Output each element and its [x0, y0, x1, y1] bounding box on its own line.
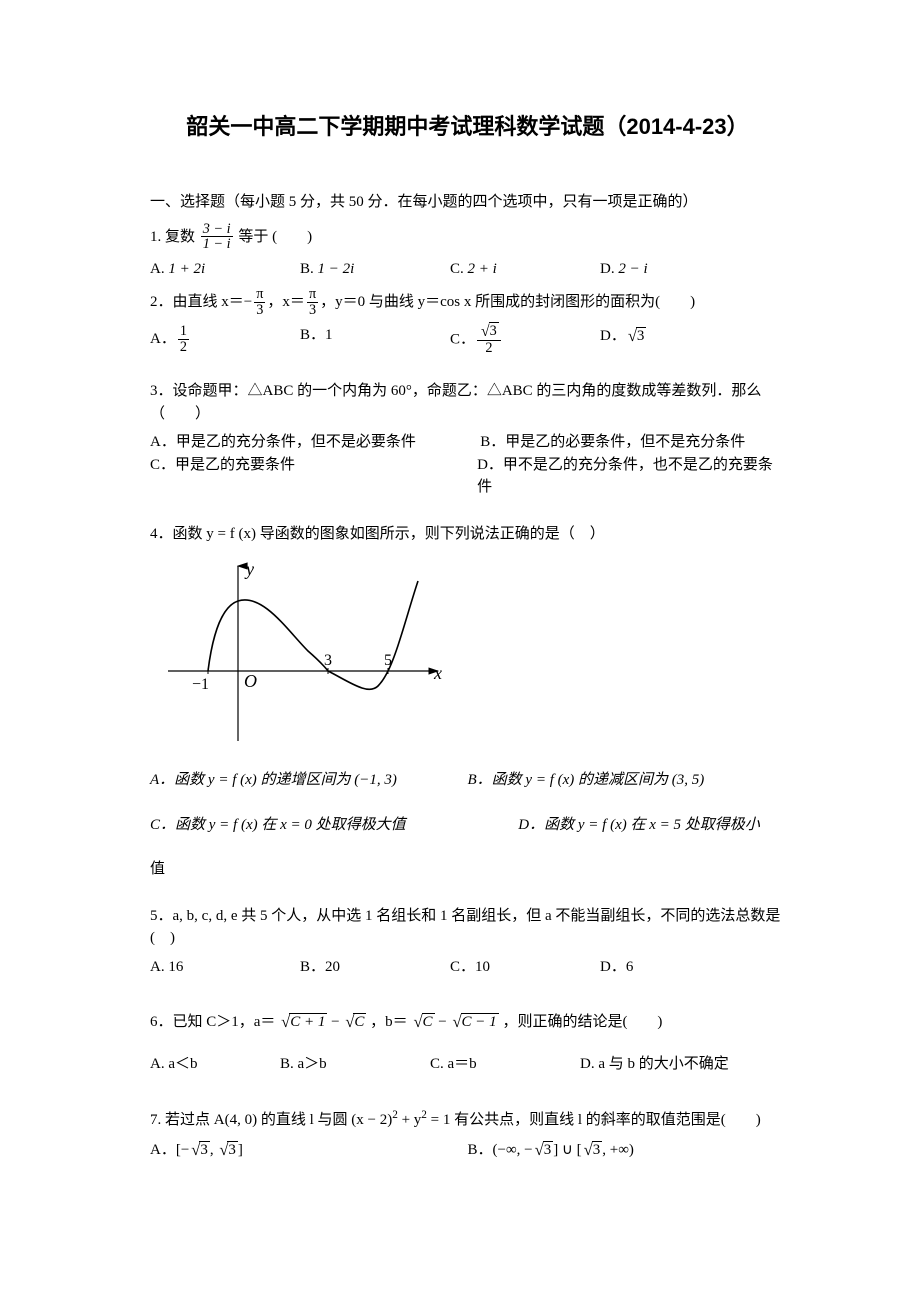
- q1-after: 等于 ( ): [238, 228, 312, 244]
- q1-opt-a: A. 1 + 2i: [150, 258, 300, 281]
- q7-Apost: ]: [238, 1142, 243, 1158]
- q1-fraction: 3 − i 1 − i: [201, 222, 233, 253]
- q6-r1: √C + 1: [279, 1010, 327, 1035]
- page-title: 韶关一中高二下学期期中考试理科数学试题（2014-4-23）: [150, 110, 785, 143]
- q3-opt-d: D．甲不是乙的充分条件，也不是乙的充要条件: [477, 454, 785, 499]
- q6-opt-c: C. a＝b: [430, 1053, 580, 1076]
- q6-r4v: C − 1: [461, 1013, 499, 1030]
- q3-opt-c: C．甲是乙的充要条件: [150, 454, 477, 499]
- q7-Bpost: , +∞): [602, 1142, 634, 1158]
- q2-b: ，x＝: [267, 294, 305, 310]
- q2-pi1: π: [254, 287, 265, 303]
- q4-opt-b: B．函数 y = f (x) 的递减区间为 (3, 5): [468, 769, 786, 792]
- q7-Ain2: 3: [227, 1141, 238, 1158]
- q2-frac2: π3: [307, 287, 318, 318]
- q1-C: 2 + i: [468, 261, 497, 277]
- q7-c: = 1 有公共点，则直线 l 的斜率的取值范围是( ): [427, 1112, 761, 1128]
- q4-opt-c: C．函数 y = f (x) 在 x = 0 处取得极大值: [150, 814, 518, 837]
- q6-r1v: C + 1: [289, 1013, 327, 1030]
- q5-opt-a: A. 16: [150, 956, 300, 979]
- q1-label: 1. 复数: [150, 228, 195, 244]
- q2-frac1: π3: [254, 287, 265, 318]
- q6-a: 6．已知 C＞1，a＝: [150, 1014, 275, 1030]
- q5-opt-d: D．6: [600, 956, 750, 979]
- question-1: 1. 复数 3 − i 1 − i 等于 ( ) A. 1 + 2i B. 1 …: [150, 222, 785, 281]
- svg-text:y: y: [244, 559, 254, 579]
- svg-text:5: 5: [384, 652, 392, 669]
- q1-opt-b: B. 1 − 2i: [300, 258, 450, 281]
- q6-opt-d: D. a 与 b 的大小不确定: [580, 1053, 730, 1076]
- q2-Cd: 2: [477, 341, 501, 356]
- question-6: 6．已知 C＞1，a＝ √C + 1 − √C ，b＝ √C − √C − 1 …: [150, 1010, 785, 1075]
- q7-Ain1: 3: [199, 1141, 210, 1158]
- q4-opt-a: A．函数 y = f (x) 的递增区间为 (−1, 3): [150, 769, 468, 792]
- q6-mid: ，b＝: [370, 1014, 408, 1030]
- q1-D: 2 − i: [618, 261, 647, 277]
- q6-r3: √C: [411, 1010, 434, 1035]
- q2-opt-d: D．√3: [600, 324, 750, 356]
- q7-a: 7. 若过点 A(4, 0) 的直线 l 与圆 (x − 2): [150, 1112, 392, 1128]
- q4-D: D．函数 y = f (x) 在 x = 5 处取得极小: [518, 817, 759, 833]
- q6-r2: √C: [343, 1010, 366, 1035]
- q7-opt-b: B．(−∞, −√3] ∪ [√3, +∞): [468, 1138, 786, 1163]
- q2-opt-c: C．√32: [450, 324, 600, 356]
- q4-stem: 4．函数 y = f (x) 导函数的图象如图所示，则下列说法正确的是（ ）: [150, 523, 785, 546]
- q1-A: 1 + 2i: [168, 261, 205, 277]
- q4-A: A．函数 y = f (x) 的递增区间为 (−1, 3): [150, 772, 397, 788]
- q2-d1: 3: [254, 303, 265, 318]
- q3-opt-b: B．甲是乙的必要条件，但不是充分条件: [480, 431, 745, 454]
- q4-d-cont: 值: [150, 858, 785, 881]
- svg-text:−1: −1: [192, 676, 209, 693]
- q4-graph: y x O −1 3 5: [158, 551, 785, 751]
- question-5: 5．a, b, c, d, e 共 5 个人，从中选 1 名组长和 1 名副组长…: [150, 905, 785, 979]
- q2-opt-a: A．12: [150, 324, 300, 356]
- q5-opt-c: C．10: [450, 956, 600, 979]
- q2-a: 2．由直线 x＝−: [150, 294, 252, 310]
- q6-opt-a: A. a＜b: [150, 1053, 280, 1076]
- question-2: 2．由直线 x＝−π3，x＝π3，y＝0 与曲线 y＝cos x 所围成的封闭图…: [150, 287, 785, 356]
- q6-opt-b: B. a＞b: [280, 1053, 430, 1076]
- q1-num: 3 − i: [201, 222, 233, 238]
- q1-B: 1 − 2i: [318, 261, 355, 277]
- q2-d2: 3: [307, 303, 318, 318]
- question-7: 7. 若过点 A(4, 0) 的直线 l 与圆 (x − 2)2 + y2 = …: [150, 1107, 785, 1162]
- q6-b: ，则正确的结论是( ): [502, 1014, 662, 1030]
- q4-C: C．函数 y = f (x) 在 x = 0 处取得极大值: [150, 817, 406, 833]
- q5-stem: 5．a, b, c, d, e 共 5 个人，从中选 1 名组长和 1 名副组长…: [150, 905, 785, 950]
- q1-den: 1 − i: [201, 237, 233, 252]
- q2-Cin: 3: [489, 322, 499, 339]
- q2-opt-b: B．1: [300, 324, 450, 356]
- q5-opt-b: B．20: [300, 956, 450, 979]
- q3-stem: 3．设命题甲：△ABC 的一个内角为 60°，命题乙：△ABC 的三内角的度数成…: [150, 380, 785, 425]
- q1-opt-d: D. 2 − i: [600, 258, 750, 281]
- question-4: 4．函数 y = f (x) 导函数的图象如图所示，则下列说法正确的是（ ） y: [150, 523, 785, 881]
- svg-text:3: 3: [324, 652, 332, 669]
- q7-Bin2: 3: [592, 1141, 603, 1158]
- q7-Bpre: B．(−∞, −: [468, 1142, 533, 1158]
- q7-Apre: A．[−: [150, 1142, 189, 1158]
- q2-Din: 3: [636, 327, 647, 344]
- q7-Bin1: 3: [543, 1141, 554, 1158]
- q7-b: + y: [398, 1112, 421, 1128]
- q6-r3v: C: [422, 1013, 435, 1030]
- svg-text:x: x: [433, 663, 442, 683]
- q6-r2v: C: [353, 1013, 366, 1030]
- q4-B: B．函数 y = f (x) 的递减区间为 (3, 5): [468, 772, 705, 788]
- q2-Ad: 2: [178, 340, 189, 355]
- q4-opt-d: D．函数 y = f (x) 在 x = 5 处取得极小: [518, 814, 759, 837]
- q2-An: 1: [178, 324, 189, 340]
- q7-Amid: ,: [210, 1142, 218, 1158]
- q7-Bmid: ] ∪ [: [553, 1142, 581, 1158]
- q2-pi2: π: [307, 287, 318, 303]
- q1-opt-c: C. 2 + i: [450, 258, 600, 281]
- q3-opt-a: A．甲是乙的充分条件，但不是必要条件: [150, 431, 480, 454]
- question-3: 3．设命题甲：△ABC 的一个内角为 60°，命题乙：△ABC 的三内角的度数成…: [150, 380, 785, 499]
- svg-text:O: O: [244, 671, 257, 691]
- section-heading: 一、选择题（每小题 5 分，共 50 分．在每小题的四个选项中，只有一项是正确的…: [150, 191, 785, 214]
- q2-c: ，y＝0 与曲线 y＝cos x 所围成的封闭图形的面积为( ): [320, 294, 695, 310]
- q7-opt-a: A．[−√3, √3]: [150, 1138, 468, 1163]
- q2-B: 1: [325, 327, 333, 343]
- q6-r4: √C − 1: [450, 1010, 498, 1035]
